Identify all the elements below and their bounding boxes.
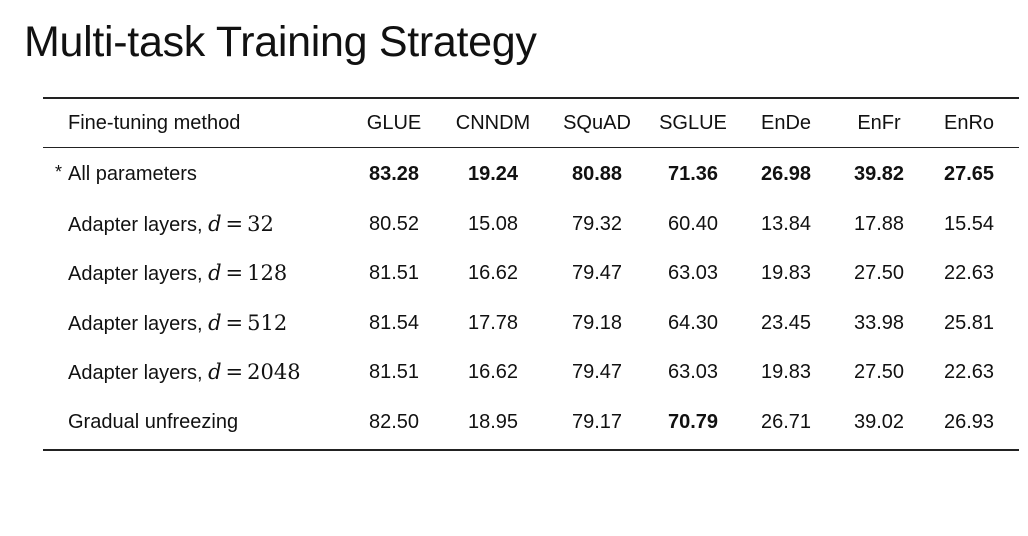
results-table: Fine-tuning method GLUE CNNDM SQuAD SGLU… <box>43 97 1019 451</box>
cell-enfr: 33.98 <box>853 311 905 334</box>
math-expression: d = 512 <box>208 311 287 335</box>
cell-glue: 81.54 <box>368 311 420 334</box>
cell-enfr: 27.50 <box>853 262 905 285</box>
math-variable: d <box>208 261 222 286</box>
cell-ende: 19.83 <box>760 262 812 285</box>
table-row: Adapter layers, d = 128 81.51 16.62 79.47 … <box>43 249 1019 299</box>
table-row: Adapter layers, d = 32 80.52 15.08 79.32 6… <box>43 200 1019 250</box>
cell-glue: 81.51 <box>368 361 420 384</box>
math-value: 512 <box>247 310 288 335</box>
cell-ende: 23.45 <box>760 311 812 334</box>
cell-enro: 15.54 <box>943 212 995 235</box>
cell-squad: 79.47 <box>571 262 623 285</box>
cell-sglue: 70.79 <box>667 410 719 433</box>
cell-glue: 82.50 <box>368 410 420 433</box>
header-squad: SQuAD <box>563 111 631 134</box>
cell-squad: 79.47 <box>571 361 623 384</box>
math-value: 128 <box>247 261 288 286</box>
cell-squad: 79.32 <box>571 212 623 235</box>
cell-glue: 81.51 <box>368 262 420 285</box>
math-variable: d <box>208 360 222 385</box>
math-expression: d = 2048 <box>208 360 301 384</box>
cell-cnndm: 17.78 <box>467 311 519 334</box>
cell-cnndm: 16.62 <box>467 262 519 285</box>
math-operator: = <box>225 211 244 236</box>
table-row: Adapter layers, d = 512 81.54 17.78 79.18 … <box>43 299 1019 349</box>
cell-sglue: 64.30 <box>667 311 719 334</box>
cell-cnndm: 16.62 <box>467 361 519 384</box>
cell-enro: 26.93 <box>943 410 995 433</box>
header-glue: GLUE <box>366 111 422 134</box>
header-enfr: EnFr <box>857 111 901 134</box>
row-label: Adapter layers, <box>68 362 203 385</box>
math-expression: d = 128 <box>208 261 287 285</box>
cell-cnndm: 19.24 <box>467 163 519 186</box>
row-label-cell: Gradual unfreezing <box>43 398 343 451</box>
cell-sglue: 71.36 <box>667 163 719 186</box>
row-label: Adapter layers, <box>68 263 203 286</box>
cell-squad: 79.18 <box>571 311 623 334</box>
header-enro: EnRo <box>943 111 995 134</box>
math-value: 2048 <box>247 360 301 385</box>
math-expression: d = 32 <box>208 212 274 236</box>
math-variable: d <box>208 211 222 236</box>
cell-enro: 25.81 <box>943 311 995 334</box>
math-value: 32 <box>247 211 274 236</box>
cell-sglue: 60.40 <box>667 212 719 235</box>
cell-ende: 13.84 <box>760 212 812 235</box>
cell-glue: 83.28 <box>368 163 420 186</box>
cell-enfr: 17.88 <box>853 212 905 235</box>
cell-squad: 80.88 <box>571 163 623 186</box>
cell-sglue: 63.03 <box>667 361 719 384</box>
row-label: Gradual unfreezing <box>68 410 239 433</box>
cell-ende: 26.98 <box>760 163 812 186</box>
math-variable: d <box>208 310 222 335</box>
header-ende: EnDe <box>760 111 812 134</box>
cell-ende: 26.71 <box>760 410 812 433</box>
math-operator: = <box>225 310 244 335</box>
cell-enro: 22.63 <box>943 361 995 384</box>
row-label-cell: Adapter layers, d = 2048 <box>43 348 343 398</box>
table-row: Gradual unfreezing 82.50 18.95 79.17 70.… <box>43 398 1019 451</box>
row-label: Adapter layers, <box>68 213 203 236</box>
cell-enfr: 39.82 <box>853 163 905 186</box>
row-label-cell: Adapter layers, d = 128 <box>43 249 343 299</box>
math-operator: = <box>225 360 244 385</box>
asterisk-marker: * <box>55 162 63 183</box>
cell-ende: 19.83 <box>760 361 812 384</box>
cell-cnndm: 18.95 <box>467 410 519 433</box>
row-label: All parameters <box>68 163 197 186</box>
cell-glue: 80.52 <box>368 212 420 235</box>
row-label-cell: Adapter layers, d = 512 <box>43 299 343 349</box>
cell-cnndm: 15.08 <box>467 212 519 235</box>
slide-title: Multi-task Training Strategy <box>24 18 537 66</box>
cell-sglue: 63.03 <box>667 262 719 285</box>
row-label-cell: * All parameters <box>43 148 343 200</box>
row-label-cell: Adapter layers, d = 32 <box>43 200 343 250</box>
header-cnndm: CNNDM <box>455 111 531 134</box>
header-fine-tuning-method: Fine-tuning method <box>68 111 241 134</box>
table-row: * All parameters 83.28 19.24 80.88 71.36 … <box>43 148 1019 200</box>
table-row: Adapter layers, d = 2048 81.51 16.62 79.47… <box>43 348 1019 398</box>
header-sglue: SGLUE <box>659 111 727 134</box>
table-body: * All parameters 83.28 19.24 80.88 71.36 … <box>43 148 1019 451</box>
math-operator: = <box>225 261 244 286</box>
table-header-row: Fine-tuning method GLUE CNNDM SQuAD SGLU… <box>43 98 1019 148</box>
cell-enro: 22.63 <box>943 262 995 285</box>
cell-enfr: 39.02 <box>853 410 905 433</box>
row-label: Adapter layers, <box>68 312 203 335</box>
cell-enro: 27.65 <box>943 163 995 186</box>
cell-enfr: 27.50 <box>853 361 905 384</box>
cell-squad: 79.17 <box>571 410 623 433</box>
